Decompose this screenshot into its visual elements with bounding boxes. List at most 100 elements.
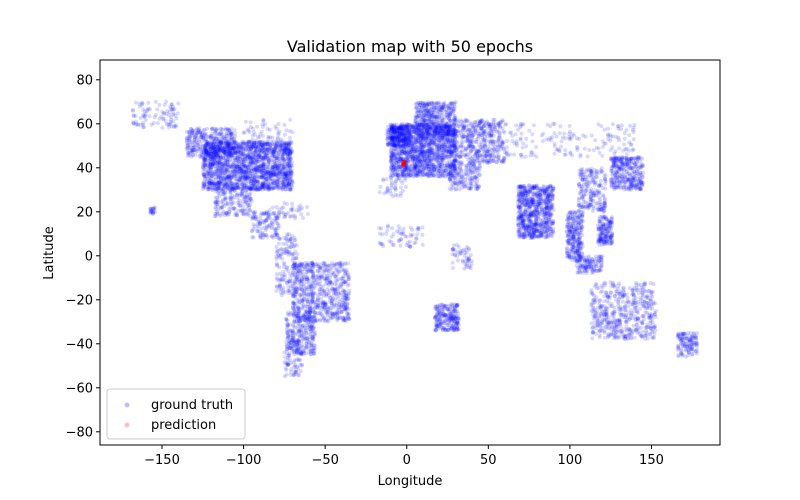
- ground-truth-point: [411, 154, 416, 159]
- ground-truth-point: [146, 106, 151, 111]
- ground-truth-point: [304, 275, 309, 280]
- points-layer: [130, 99, 700, 379]
- ground-truth-point: [289, 168, 294, 173]
- ground-truth-point: [282, 151, 286, 156]
- ground-truth-point: [258, 157, 263, 162]
- ground-truth-point: [218, 162, 223, 167]
- ground-truth-point: [272, 178, 276, 183]
- ground-truth-point: [214, 183, 219, 188]
- ground-truth-point: [188, 133, 193, 138]
- ground-truth-point: [230, 187, 234, 192]
- ground-truth-point: [251, 145, 256, 150]
- ground-truth-point: [233, 171, 237, 176]
- ground-truth-point: [279, 293, 284, 298]
- ground-truth-point: [260, 181, 265, 186]
- ground-truth-point: [261, 146, 266, 151]
- ground-truth-point: [251, 177, 256, 182]
- ground-truth-point: [308, 269, 313, 274]
- ground-truth-point: [298, 318, 303, 323]
- ground-truth-point: [239, 186, 244, 191]
- ground-truth-point: [260, 173, 265, 178]
- ground-truth-point: [292, 266, 297, 271]
- ground-truth-point: [263, 142, 268, 147]
- ground-truth-point: [255, 153, 260, 158]
- ground-truth-point: [295, 276, 300, 281]
- ground-truth-point: [389, 163, 394, 168]
- ground-truth-point: [296, 304, 300, 309]
- ground-truth-point: [234, 163, 239, 168]
- ground-truth-point: [223, 181, 228, 186]
- ground-truth-point: [235, 191, 240, 196]
- ground-truth-point: [248, 175, 253, 180]
- ground-truth-point: [226, 174, 231, 179]
- ground-truth-point: [303, 261, 307, 265]
- ground-truth-point: [147, 114, 152, 119]
- ground-truth-point: [230, 140, 235, 145]
- ground-truth-point: [249, 125, 253, 129]
- ground-truth-point: [428, 156, 433, 161]
- ground-truth-point: [270, 158, 275, 163]
- ground-truth-point: [228, 185, 233, 190]
- ground-truth-point: [258, 216, 263, 221]
- ground-truth-point: [263, 175, 268, 180]
- ground-truth-point: [266, 162, 271, 167]
- ground-truth-point: [270, 211, 275, 216]
- ground-truth-point: [298, 203, 303, 208]
- ground-truth-point: [341, 268, 346, 273]
- ground-truth-point: [259, 156, 264, 160]
- ground-truth-point: [288, 149, 293, 154]
- ground-truth-point: [299, 328, 304, 333]
- ground-truth-point: [288, 117, 293, 122]
- ground-truth-point: [264, 147, 269, 152]
- ground-truth-point: [286, 333, 290, 338]
- ground-truth-point: [281, 278, 286, 282]
- ground-truth-point: [228, 148, 233, 153]
- ground-truth-point: [317, 270, 322, 275]
- ground-truth-point: [276, 225, 281, 230]
- ground-truth-point: [430, 149, 435, 154]
- ground-truth-point: [253, 183, 258, 188]
- ground-truth-point: [207, 185, 212, 190]
- ground-truth-point: [218, 181, 223, 186]
- ground-truth-point: [221, 175, 225, 180]
- ground-truth-point: [272, 174, 277, 179]
- ground-truth-point: [276, 122, 281, 127]
- ground-truth-point: [338, 282, 343, 287]
- ground-truth-point: [220, 165, 225, 169]
- ground-truth-point: [257, 140, 262, 145]
- ground-truth-point: [328, 275, 332, 280]
- ground-truth-point: [286, 210, 291, 215]
- ground-truth-point: [275, 222, 280, 227]
- ground-truth-point: [138, 122, 143, 127]
- ground-truth-point: [215, 172, 219, 177]
- ground-truth-point: [257, 152, 262, 157]
- ground-truth-point: [292, 287, 297, 292]
- ground-truth-point: [322, 276, 327, 281]
- ground-truth-point: [268, 176, 273, 181]
- ground-truth-point: [227, 212, 232, 216]
- ground-truth-point: [217, 185, 222, 190]
- ground-truth-point: [202, 161, 207, 165]
- ground-truth-point: [244, 143, 249, 148]
- ground-truth-point: [261, 164, 266, 169]
- ground-truth-point: [244, 208, 249, 213]
- ground-truth-point: [231, 141, 236, 145]
- ground-truth-point: [228, 169, 233, 174]
- ground-truth-point: [235, 196, 240, 201]
- ground-truth-point: [131, 120, 136, 125]
- ground-truth-point: [263, 182, 268, 187]
- ground-truth-point: [285, 362, 290, 367]
- ground-truth-point: [268, 176, 273, 181]
- ground-truth-point: [252, 171, 257, 176]
- ground-truth-point: [287, 135, 292, 140]
- ground-truth-point: [261, 173, 266, 178]
- ground-truth-point: [290, 178, 295, 183]
- ground-truth-point: [259, 143, 264, 148]
- ground-truth-point: [239, 145, 244, 150]
- ground-truth-point: [141, 114, 146, 119]
- ground-truth-point: [245, 185, 249, 190]
- ground-truth-point: [276, 176, 281, 180]
- ground-truth-point: [289, 367, 294, 371]
- ground-truth-point: [328, 306, 333, 310]
- ground-truth-point: [255, 187, 260, 192]
